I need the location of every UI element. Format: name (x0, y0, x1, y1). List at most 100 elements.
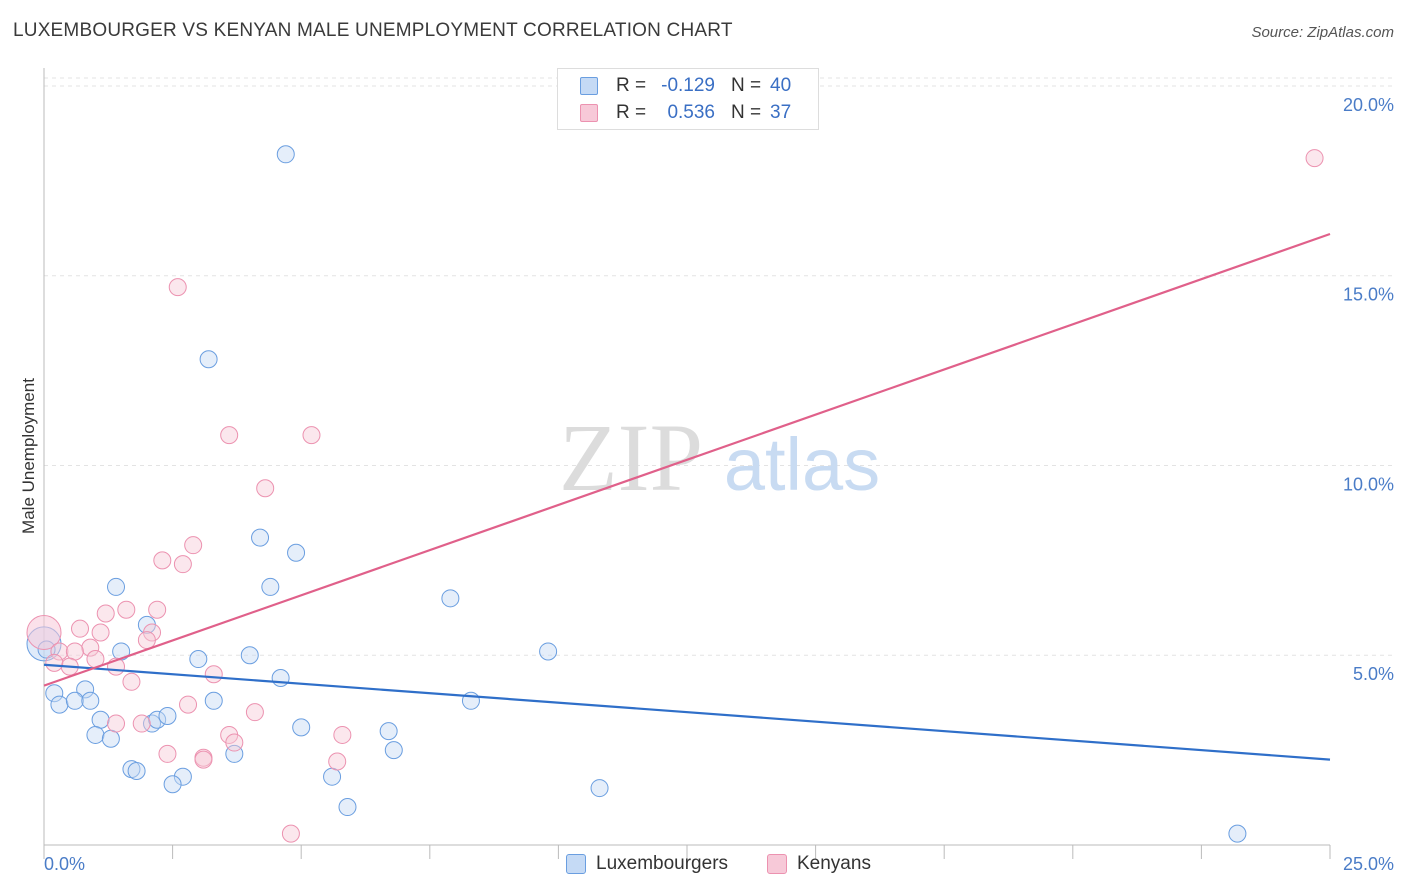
chart-source: Source: ZipAtlas.com (1251, 24, 1394, 41)
data-point-luxembourgers (101, 729, 120, 748)
data-point-kenyans (107, 714, 126, 733)
data-point-kenyans (281, 824, 300, 843)
r-value: 0.536 (667, 102, 715, 123)
data-point-luxembourgers (287, 543, 306, 562)
trend-line-luxembourgers (43, 663, 1331, 761)
chart-title: LUXEMBOURGER VS KENYAN MALE UNEMPLOYMENT… (13, 20, 733, 41)
data-point-luxembourgers (199, 350, 218, 369)
data-point-kenyans (179, 695, 198, 714)
stats-row-luxembourgers: R = -0.129 N = 40 (558, 72, 818, 100)
data-point-luxembourgers (76, 680, 95, 699)
data-point-kenyans (158, 744, 177, 763)
data-point-kenyans (194, 750, 213, 769)
data-points (26, 145, 1324, 843)
r-label: R = (616, 75, 647, 96)
data-point-luxembourgers (590, 779, 609, 798)
data-point-kenyans (122, 672, 141, 691)
data-point-kenyans (302, 426, 321, 445)
data-point-kenyans (1305, 149, 1324, 168)
legend: Luxembourgers Kenyans (0, 852, 1406, 878)
axes (43, 68, 1331, 859)
n-label: N = (731, 102, 762, 123)
data-point-kenyans (65, 642, 84, 661)
data-point-luxembourgers (86, 725, 105, 744)
data-point-kenyans (137, 631, 156, 650)
legend-swatch-luxembourgers (566, 854, 586, 874)
data-point-kenyans (328, 752, 347, 771)
data-point-luxembourgers (271, 669, 290, 688)
stats-row-kenyans: R = 0.536 N = 37 (558, 99, 818, 127)
data-point-kenyans (50, 642, 69, 661)
data-point-kenyans (153, 551, 172, 570)
r-label: R = (616, 102, 647, 123)
data-point-kenyans (132, 714, 151, 733)
data-point-luxembourgers (158, 706, 177, 725)
data-point-luxembourgers (65, 691, 84, 710)
data-point-luxembourgers (148, 710, 167, 729)
data-point-luxembourgers (1228, 824, 1247, 843)
data-point-luxembourgers (276, 145, 295, 164)
data-point-luxembourgers (45, 684, 64, 703)
data-point-luxembourgers (173, 767, 192, 786)
data-point-kenyans (256, 479, 275, 498)
data-point-kenyans (173, 555, 192, 574)
data-point-kenyans (184, 536, 203, 555)
gridlines (44, 77, 1394, 656)
data-point-luxembourgers (163, 775, 182, 794)
y-tick-label: 10.0% (1343, 474, 1394, 494)
data-point-luxembourgers (204, 691, 223, 710)
data-point-kenyans (333, 725, 352, 744)
data-point-kenyans (91, 623, 110, 642)
watermark: ZIP atlas (559, 404, 880, 511)
data-point-kenyans (71, 619, 90, 638)
x-tick-label-max: 25.0% (1343, 854, 1394, 874)
data-point-luxembourgers (189, 650, 208, 669)
data-point-kenyans (117, 600, 136, 619)
n-value: 40 (770, 75, 792, 96)
data-point-kenyans (45, 653, 64, 672)
tick-labels: 0.0% 25.0% 5.0% 10.0% 15.0% 20.0% (44, 95, 1394, 874)
data-point-luxembourgers (384, 741, 403, 760)
data-point-luxembourgers (539, 642, 558, 661)
data-point-luxembourgers (292, 718, 311, 737)
data-point-luxembourgers (107, 577, 126, 596)
data-point-kenyans (148, 600, 167, 619)
y-tick-label: 5.0% (1353, 664, 1394, 684)
data-point-luxembourgers (323, 767, 342, 786)
r-value: -0.129 (661, 75, 715, 96)
n-value: 37 (770, 102, 792, 123)
n-label: N = (731, 75, 762, 96)
legend-swatch-kenyans (767, 854, 787, 874)
y-tick-label: 20.0% (1343, 95, 1394, 115)
y-axis-label: Male Unemployment (19, 378, 38, 534)
watermark-atlas: atlas (724, 423, 880, 506)
data-point-kenyans (168, 278, 187, 297)
data-point-kenyans (220, 426, 239, 445)
luxembourgers-swatch (580, 77, 598, 95)
data-point-luxembourgers (379, 722, 398, 741)
data-point-kenyans (225, 733, 244, 752)
data-point-kenyans (96, 604, 115, 623)
data-point-kenyans (204, 665, 223, 684)
y-tick-label: 15.0% (1343, 285, 1394, 305)
kenyans-swatch (580, 104, 598, 122)
data-point-luxembourgers (441, 589, 460, 608)
trend-line-kenyans (43, 232, 1331, 687)
data-point-luxembourgers (338, 798, 357, 817)
legend-label-luxembourgers: Luxembourgers (596, 853, 729, 874)
data-point-luxembourgers (50, 695, 69, 714)
data-point-luxembourgers (91, 710, 110, 729)
data-point-luxembourgers (127, 761, 146, 780)
data-point-kenyans (81, 638, 100, 657)
data-point-kenyans (245, 703, 264, 722)
x-tick-label-min: 0.0% (44, 854, 85, 874)
trend-lines (43, 232, 1331, 761)
data-point-luxembourgers (261, 577, 280, 596)
data-point-kenyans (26, 614, 62, 650)
data-point-luxembourgers (81, 691, 100, 710)
data-point-luxembourgers (251, 528, 270, 547)
legend-label-kenyans: Kenyans (797, 853, 871, 874)
correlation-stats-box: R = -0.129 N = 40 R = 0.536 N = 37 (557, 68, 819, 130)
data-point-luxembourgers (240, 646, 259, 665)
